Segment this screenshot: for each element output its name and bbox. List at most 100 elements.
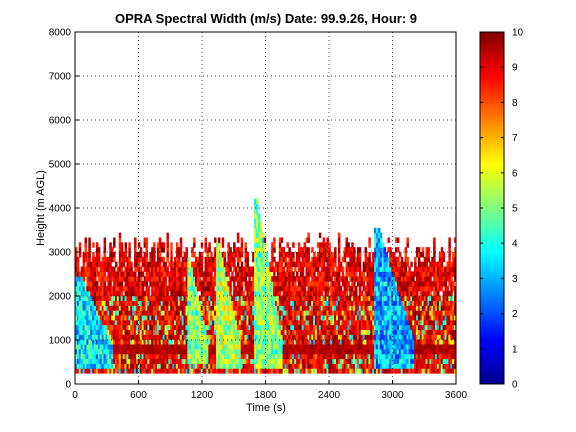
- heatmap-cell: [212, 358, 215, 364]
- heatmap-cell: [410, 281, 413, 287]
- heatmap-cell: [436, 285, 440, 292]
- heatmap-cell: [337, 295, 341, 301]
- heatmap-cell: [377, 363, 381, 369]
- heatmap-cell: [307, 247, 310, 253]
- heatmap-cell: [196, 271, 200, 277]
- heatmap-cell: [223, 305, 227, 311]
- heatmap-cell: [107, 271, 110, 277]
- heatmap-cell: [332, 348, 335, 355]
- heatmap-cell: [217, 237, 221, 243]
- heatmap-cell: [261, 285, 265, 292]
- heatmap-cell: [143, 324, 147, 331]
- heatmap-cell: [414, 334, 417, 340]
- heatmap-cell: [389, 329, 392, 335]
- heatmap-cell: [393, 285, 396, 292]
- heatmap-cell: [318, 285, 322, 292]
- heatmap-cell: [153, 276, 156, 282]
- heatmap-cell: [436, 368, 440, 374]
- heatmap-cell: [265, 281, 269, 287]
- heatmap-cell: [299, 368, 303, 374]
- heatmap-cell: [231, 314, 234, 321]
- heatmap-cell: [99, 310, 103, 316]
- heatmap-cell: [208, 334, 211, 340]
- heatmap-cell: [421, 261, 425, 268]
- heatmap-cell: [379, 256, 383, 263]
- heatmap-cell: [292, 300, 295, 306]
- heatmap-cell: [374, 329, 377, 335]
- heatmap-cell: [259, 348, 263, 355]
- heatmap-cell: [448, 339, 451, 345]
- heatmap-cell: [82, 314, 86, 321]
- heatmap-cell: [168, 285, 171, 292]
- heatmap-cell: [351, 261, 354, 268]
- heatmap-cell: [164, 305, 168, 311]
- heatmap-cell: [265, 368, 269, 374]
- heatmap-cell: [259, 363, 263, 369]
- heatmap-cell: [181, 300, 185, 306]
- heatmap-cell: [124, 310, 128, 316]
- heatmap-cell: [307, 266, 310, 272]
- heatmap-cell: [290, 300, 293, 306]
- heatmap-cell: [366, 329, 369, 335]
- heatmap-cell: [353, 314, 356, 321]
- heatmap-cell: [431, 329, 434, 335]
- heatmap-cell: [450, 300, 453, 306]
- heatmap-cell: [149, 363, 152, 369]
- heatmap-cell: [229, 261, 232, 268]
- heatmap-cell: [126, 285, 129, 292]
- heatmap-cell: [120, 368, 124, 374]
- heatmap-cell: [189, 334, 192, 340]
- heatmap-cell: [440, 281, 444, 287]
- heatmap-cell: [337, 353, 341, 360]
- heatmap-cell: [448, 300, 451, 306]
- heatmap-cell: [158, 310, 162, 316]
- heatmap-cell: [215, 256, 219, 263]
- heatmap-cell: [419, 276, 423, 282]
- heatmap-cell: [301, 358, 305, 364]
- heatmap-cell: [139, 256, 143, 263]
- heatmap-cell: [120, 324, 124, 331]
- heatmap-cell: [200, 319, 204, 326]
- heatmap-cell: [244, 343, 248, 350]
- heatmap-cell: [375, 256, 379, 263]
- heatmap-cell: [172, 343, 175, 350]
- heatmap-cell: [175, 247, 179, 253]
- heatmap-cell: [326, 276, 329, 282]
- heatmap-cell: [273, 256, 276, 263]
- heatmap-cell: [99, 324, 103, 331]
- heatmap-cell: [147, 363, 150, 369]
- heatmap-cell: [78, 339, 82, 345]
- heatmap-cell: [385, 358, 389, 364]
- heatmap-cell: [80, 310, 84, 316]
- heatmap-cell: [82, 358, 86, 364]
- heatmap-cell: [149, 353, 152, 360]
- heatmap-cell: [254, 218, 257, 224]
- heatmap-cell: [360, 324, 364, 331]
- heatmap-cell: [113, 242, 116, 248]
- heatmap-cell: [181, 276, 185, 282]
- heatmap-cell: [322, 276, 326, 282]
- heatmap-cell: [311, 271, 314, 277]
- heatmap-cell: [286, 285, 289, 292]
- heatmap-cell: [263, 319, 267, 326]
- heatmap-cell: [328, 319, 331, 326]
- heatmap-cell: [438, 353, 442, 360]
- heatmap-cell: [355, 339, 358, 345]
- heatmap-cell: [412, 368, 415, 374]
- heatmap-cell: [303, 368, 307, 374]
- heatmap-cell: [210, 324, 213, 331]
- heatmap-cell: [435, 261, 438, 268]
- heatmap-cell: [328, 242, 331, 248]
- heatmap-cell: [267, 285, 270, 292]
- heatmap-cell: [421, 281, 425, 287]
- heatmap-cell: [366, 348, 369, 355]
- heatmap-cell: [454, 290, 456, 297]
- heatmap-cell: [275, 266, 278, 272]
- heatmap-cell: [76, 261, 80, 268]
- heatmap-cell: [415, 334, 419, 340]
- heatmap-cell: [301, 324, 305, 331]
- heatmap-cell: [235, 310, 238, 316]
- heatmap-cell: [347, 242, 350, 248]
- heatmap-cell: [153, 305, 156, 311]
- heatmap-cell: [116, 324, 120, 331]
